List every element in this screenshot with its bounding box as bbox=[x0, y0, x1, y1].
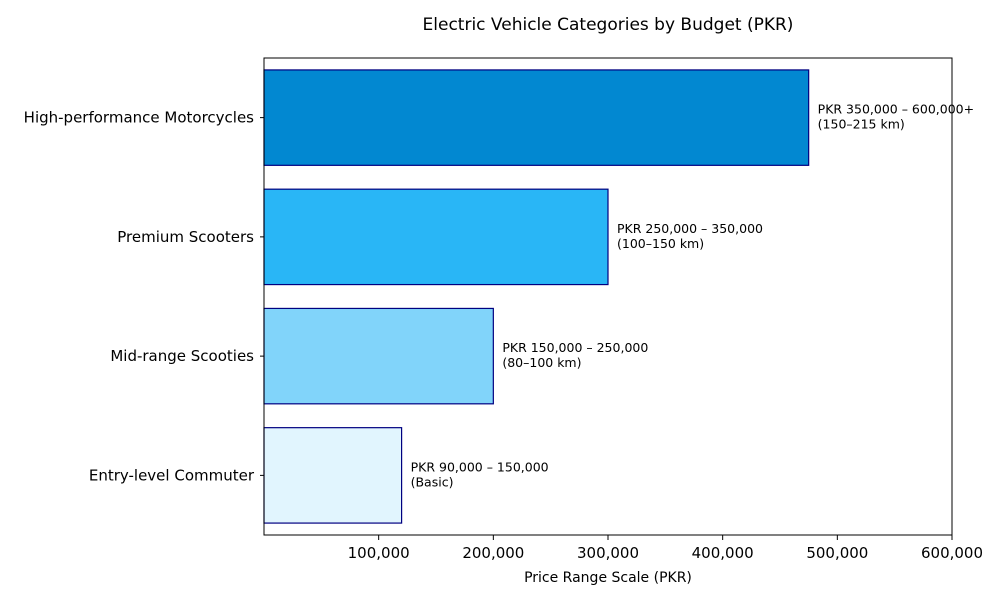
bar-2 bbox=[263, 188, 609, 286]
x-tick-label: 100,000 bbox=[348, 544, 410, 562]
x-tick-label: 500,000 bbox=[806, 544, 868, 562]
data-label: PKR 90,000 – 150,000 bbox=[411, 459, 549, 474]
x-axis-ticks: 100,000 200,000 300,000 400,000 500,000 600,0… bbox=[348, 535, 983, 562]
data-label: PKR 250,000 – 350,000 bbox=[617, 221, 763, 236]
bar-3 bbox=[263, 69, 810, 166]
bar-0 bbox=[263, 427, 403, 524]
x-axis-label: Price Range Scale (PKR) bbox=[524, 570, 692, 586]
plot-frame bbox=[263, 57, 953, 536]
data-label: (150–215 km) bbox=[818, 117, 905, 132]
x-tick-label: 300,000 bbox=[577, 544, 639, 562]
chart-title: Electric Vehicle Categories by Budget (P… bbox=[423, 15, 794, 35]
data-label: PKR 150,000 – 250,000 bbox=[502, 340, 648, 355]
data-label: (80–100 km) bbox=[502, 355, 581, 370]
data-label: PKR 350,000 – 600,000+ bbox=[818, 102, 974, 117]
bars-group bbox=[263, 69, 810, 524]
category-labels: Entry-level Commuter Mid-range Scooties Pr… bbox=[24, 109, 264, 484]
data-labels: PKR 90,000 – 150,000(Basic) PKR 150,000 –… bbox=[411, 102, 975, 490]
data-label: (100–150 km) bbox=[617, 236, 704, 251]
bar-1 bbox=[263, 307, 494, 405]
category-label: Mid-range Scooties bbox=[110, 347, 254, 365]
category-label: High-performance Motorcycles bbox=[24, 109, 255, 127]
category-label: Premium Scooters bbox=[117, 228, 254, 246]
category-label: Entry-level Commuter bbox=[89, 466, 255, 484]
data-label: (Basic) bbox=[411, 474, 454, 489]
x-tick-label: 600,000 bbox=[921, 544, 983, 562]
x-tick-label: 400,000 bbox=[692, 544, 754, 562]
x-tick-label: 200,000 bbox=[462, 544, 524, 562]
